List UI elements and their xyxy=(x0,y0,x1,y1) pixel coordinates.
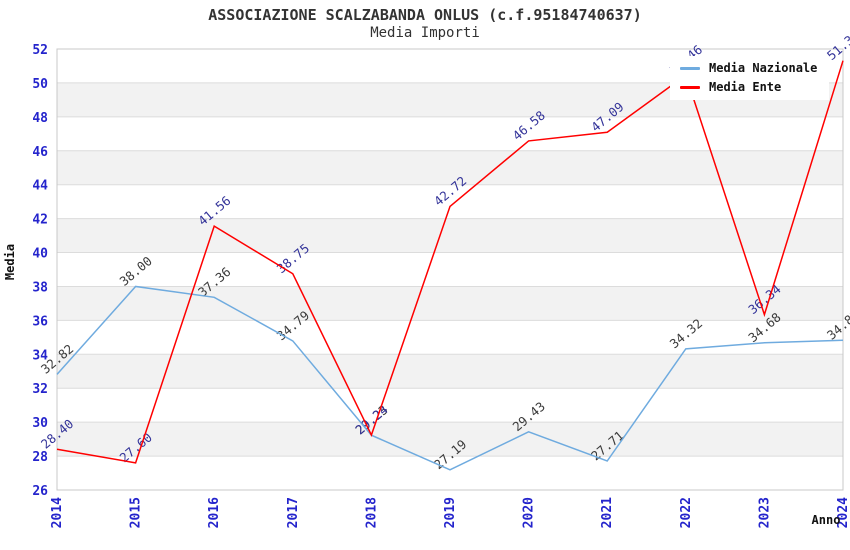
x-tick-label: 2019 xyxy=(443,497,458,528)
x-tick-label: 2014 xyxy=(50,497,65,528)
series-line-media-ente xyxy=(56,60,844,464)
x-tick-label: 2020 xyxy=(522,497,537,528)
y-tick-label: 32 xyxy=(32,382,48,397)
y-tick-label: 26 xyxy=(32,484,48,499)
chart-title: ASSOCIAZIONE SCALZABANDA ONLUS (c.f.9518… xyxy=(208,6,642,24)
plot-band xyxy=(57,422,843,457)
y-tick-label: 50 xyxy=(32,77,48,92)
y-tick-label: 30 xyxy=(32,416,48,431)
legend-label-nazionale: Media Nazionale xyxy=(709,61,818,75)
x-tick-label: 2022 xyxy=(679,497,694,528)
x-axis-title: Anno xyxy=(812,513,841,527)
y-tick-label: 46 xyxy=(32,145,48,160)
chart-subtitle: Media Importi xyxy=(370,25,480,41)
series-line-media-nazionale xyxy=(56,285,844,471)
plot-band xyxy=(57,456,843,490)
plot-band xyxy=(57,320,843,355)
y-tick-label: 34 xyxy=(32,348,48,363)
plot-area: 26 28 30 32 34 36 38 40 42 44 46 48 50 52 2014 2015 2016… xyxy=(32,27,850,528)
x-tick-label: 2015 xyxy=(129,497,144,528)
x-tick-label: 2017 xyxy=(286,497,301,528)
plot-band xyxy=(57,252,843,287)
plot-band xyxy=(57,354,843,389)
y-tick-label: 48 xyxy=(32,111,48,126)
plot-band xyxy=(57,388,843,423)
legend-item-media-nazionale: Media Nazionale xyxy=(680,61,817,75)
y-tick-label: 40 xyxy=(32,247,48,262)
x-tick-label: 2021 xyxy=(600,497,615,528)
x-tick-label: 2023 xyxy=(757,497,772,528)
y-axis-title: Media xyxy=(3,244,17,280)
x-tick-label: 2016 xyxy=(207,497,222,528)
y-tick-label: 42 xyxy=(32,213,48,228)
y-tick-label: 52 xyxy=(32,43,48,58)
y-tick-label: 44 xyxy=(32,179,48,194)
plot-band xyxy=(57,150,843,185)
plot-band xyxy=(57,218,843,253)
y-tick-label: 38 xyxy=(32,280,48,295)
y-tick-label: 36 xyxy=(32,314,48,329)
x-tick-label: 2024 xyxy=(836,497,850,528)
ente-line-swatch-icon xyxy=(680,85,700,89)
legend-item-media-ente: Media Ente xyxy=(680,80,817,94)
x-tick-label: 2018 xyxy=(364,497,379,528)
plot-border xyxy=(56,48,844,491)
legend: Media Nazionale Media Ente xyxy=(670,56,830,100)
y-tick-label: 28 xyxy=(32,450,48,465)
nazionale-line-swatch-icon xyxy=(680,66,700,70)
plot-band xyxy=(57,116,843,151)
plot-band xyxy=(57,184,843,219)
legend-label-ente: Media Ente xyxy=(709,80,782,94)
